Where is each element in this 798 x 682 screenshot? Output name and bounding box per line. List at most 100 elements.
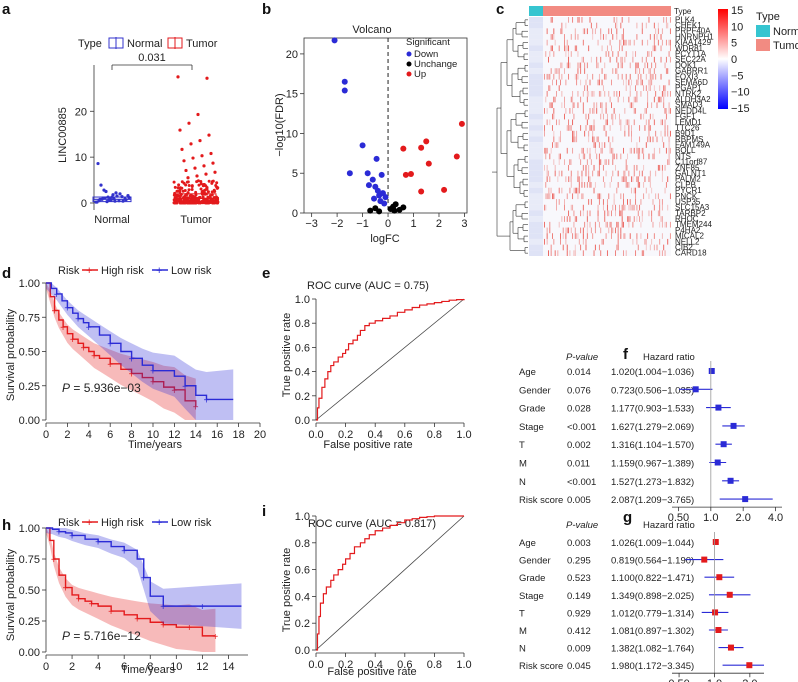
heatmap-cell xyxy=(602,176,604,183)
heatmap-cell xyxy=(615,250,616,256)
panel-f-row-p: 0.011 xyxy=(567,459,590,470)
heatmap-cell xyxy=(637,176,639,183)
panel-a-ytick-label: 10 xyxy=(75,152,87,164)
heatmap-cell xyxy=(553,238,555,245)
heatmap-cell xyxy=(644,125,646,131)
heatmap-normal-cell xyxy=(529,130,543,137)
heatmap-normal-cell xyxy=(529,96,543,103)
heatmap-cell xyxy=(604,73,606,80)
heatmap-cell xyxy=(629,216,631,222)
panel-b-ytick-label: 10 xyxy=(286,128,298,140)
heatmap-gene-label: PGAP1 xyxy=(675,84,702,93)
heatmap-cell xyxy=(665,68,667,74)
volcano-unchange-point xyxy=(376,208,383,215)
heatmap-cell xyxy=(546,233,548,239)
tumor-point xyxy=(195,180,199,184)
heatmap-cell xyxy=(628,204,630,211)
panel-d-censor-mark: + xyxy=(64,304,70,315)
tumor-point xyxy=(214,184,218,188)
normal-point xyxy=(115,194,119,198)
heatmap-cell xyxy=(550,147,552,154)
panel-g-p-header: P-value xyxy=(566,520,598,531)
heatmap-legend-normal-swatch xyxy=(756,25,770,37)
heatmap-cell xyxy=(660,130,662,137)
heatmap-cell xyxy=(616,90,618,97)
legend-down-dot xyxy=(406,51,412,57)
heatmap-cell xyxy=(619,39,620,46)
heatmap-cell xyxy=(649,85,651,91)
heatmap-cell xyxy=(582,204,584,211)
heatmap-gene-label: CLPB xyxy=(675,180,696,189)
heatmap-gene-label: SLC15A3 xyxy=(675,203,710,212)
heatmap-normal-cell xyxy=(529,147,543,154)
panel-i-ylabel: True positive rate xyxy=(281,548,293,633)
heatmap-cell xyxy=(568,73,570,80)
heatmap-cell xyxy=(582,153,584,160)
heatmap-cell xyxy=(578,187,580,194)
panel-c-letter: c xyxy=(496,1,504,18)
heatmap-normal-cell xyxy=(529,62,543,69)
heatmap-cell xyxy=(602,125,604,131)
heatmap-cell xyxy=(633,187,635,194)
tumor-outlier xyxy=(187,121,191,125)
panel-d-xtick-label: 12 xyxy=(168,429,180,441)
heatmap-cell xyxy=(643,147,645,154)
heatmap-cell xyxy=(554,170,556,177)
tumor-point xyxy=(183,197,187,201)
heatmap-cell xyxy=(627,164,628,171)
heatmap-cell xyxy=(600,34,602,40)
panel-g-row-hr: 1.349(0.898−2.025) xyxy=(611,591,694,602)
heatmap-cell xyxy=(631,125,632,131)
panel-d-censor-mark: + xyxy=(129,354,135,365)
volcano-up-point xyxy=(407,171,414,178)
heatmap-cell xyxy=(584,153,586,160)
heatmap-cell xyxy=(656,244,658,251)
heatmap-cell xyxy=(604,90,606,97)
heatmap-cell xyxy=(558,85,560,91)
heatmap-cell xyxy=(573,136,575,143)
heatmap-cell xyxy=(627,182,628,188)
heatmap-cell xyxy=(602,204,604,211)
heatmap-cell xyxy=(573,187,575,194)
tumor-outlier xyxy=(205,76,209,80)
heatmap-cell xyxy=(554,68,556,74)
heatmap-cell xyxy=(605,221,607,228)
heatmap-cell xyxy=(546,28,548,35)
heatmap-cell xyxy=(600,113,602,120)
panel-f-p-header: P-value xyxy=(566,352,598,363)
heatmap-cell xyxy=(560,136,561,143)
heatmap-cell xyxy=(585,125,587,131)
tumor-point xyxy=(210,198,214,202)
heatmap-cell xyxy=(582,210,584,217)
heatmap-cell xyxy=(572,147,574,154)
heatmap-cell xyxy=(544,164,545,171)
heatmap-cell xyxy=(574,227,576,234)
heatmap-cell xyxy=(558,136,560,143)
heatmap-cell xyxy=(667,22,669,29)
heatmap-gene-label: NTRK2 xyxy=(675,89,702,98)
heatmap-cell xyxy=(652,153,654,160)
heatmap-cell xyxy=(593,250,595,256)
panel-g-hr-marker xyxy=(715,627,722,633)
heatmap-cell xyxy=(640,79,642,86)
heatmap-cell xyxy=(577,176,579,183)
heatmap-scale-tick: −10 xyxy=(731,87,750,99)
panel-h-censor-mark: + xyxy=(141,574,147,585)
heatmap-cell xyxy=(601,108,603,114)
heatmap-cell xyxy=(566,250,568,256)
tumor-point xyxy=(194,190,198,194)
heatmap-cell xyxy=(572,130,574,137)
heatmap-cell xyxy=(616,28,618,35)
heatmap-cell xyxy=(552,17,553,23)
tumor-outlier xyxy=(195,174,199,178)
heatmap-cell xyxy=(582,90,584,97)
heatmap-cell xyxy=(628,125,630,131)
panel-i-diagonal xyxy=(315,515,465,651)
panel-i-ytick-label: 0.8 xyxy=(295,538,310,550)
panel-b-xtick-label: 1 xyxy=(410,218,416,230)
heatmap-gene-label: CHEK1 xyxy=(675,21,702,30)
heatmap-normal-cell xyxy=(529,56,543,63)
heatmap-cell xyxy=(659,199,661,205)
heatmap-cell xyxy=(651,216,653,222)
heatmap-cell xyxy=(635,199,637,205)
